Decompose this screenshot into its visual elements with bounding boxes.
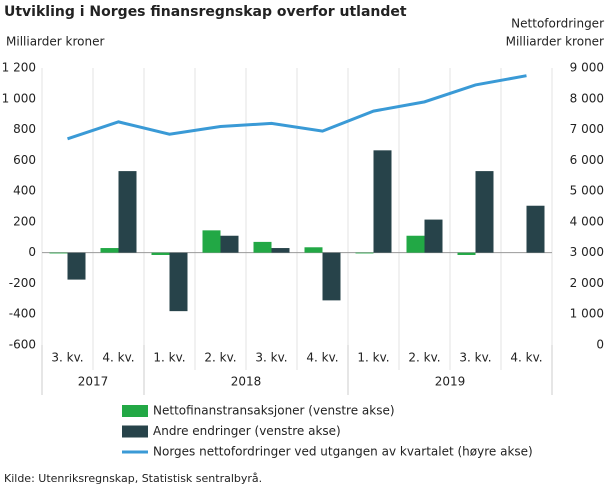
- x-tick-label: 2. kv.: [408, 351, 440, 365]
- x-tick-label: 1. kv.: [153, 351, 185, 365]
- x-tick-label: 1. kv.: [357, 351, 389, 365]
- source: Kilde: Utenriksregnskap, Statistisk sent…: [4, 472, 262, 485]
- bar: [202, 230, 221, 253]
- legend-label: Norges nettofordringer ved utgangen av k…: [153, 445, 533, 459]
- legend-swatch: [122, 425, 148, 438]
- y-tick-label: 0: [28, 245, 36, 259]
- y2-tick-label: 7 000: [570, 122, 604, 136]
- y-tick-label: -600: [9, 338, 36, 352]
- bar: [220, 235, 239, 253]
- group-label: 2017: [78, 375, 109, 389]
- bar: [406, 235, 425, 253]
- bar: [322, 252, 341, 301]
- group-label: 2019: [435, 375, 466, 389]
- y-tick-label: -200: [9, 276, 36, 290]
- bar: [373, 150, 392, 253]
- y-tick-label: 1 200: [2, 61, 36, 75]
- bar: [475, 171, 494, 253]
- x-tick-label: 2. kv.: [204, 351, 236, 365]
- bar: [253, 241, 272, 253]
- bar: [169, 252, 188, 312]
- y2-tick-label: 6 000: [570, 153, 604, 167]
- x-tick-label: 3. kv.: [459, 351, 491, 365]
- bar: [424, 219, 443, 253]
- x-tick-label: 4. kv.: [102, 351, 134, 365]
- y-tick-label: 600: [13, 153, 36, 167]
- bar: [457, 252, 476, 255]
- y2-tick-label: 4 000: [570, 214, 604, 228]
- bar: [100, 248, 119, 253]
- x-tick-label: 4. kv.: [510, 351, 542, 365]
- x-tick-label: 4. kv.: [306, 351, 338, 365]
- legend-label: Andre endringer (venstre akse): [153, 424, 341, 438]
- bar: [271, 248, 290, 253]
- y2-tick-label: 9 000: [570, 61, 604, 75]
- y-tick-label: 1 000: [2, 91, 36, 105]
- y2-tick-label: 5 000: [570, 184, 604, 198]
- bar: [67, 252, 86, 280]
- y2-tick-label: 1 000: [570, 307, 604, 321]
- bar: [151, 252, 170, 255]
- bar: [304, 247, 323, 253]
- y2-tick-label: 2 000: [570, 276, 604, 290]
- y2-tick-label: 8 000: [570, 91, 604, 105]
- line: [67, 74, 527, 141]
- y2-tick-label: 3 000: [570, 245, 604, 259]
- group-label: 2018: [231, 375, 262, 389]
- bar: [118, 171, 137, 253]
- y-tick-label: 200: [13, 214, 36, 228]
- y-tick-label: -400: [9, 307, 36, 321]
- y-tick-label: 400: [13, 184, 36, 198]
- bar: [49, 252, 68, 254]
- y-tick-label: 800: [13, 122, 36, 136]
- x-tick-label: 3. kv.: [51, 351, 83, 365]
- legend-swatch: [122, 405, 148, 417]
- y-axis-title: Milliarder kroner: [6, 35, 104, 49]
- x-tick-label: 3. kv.: [255, 351, 287, 365]
- legend-label: Nettofinanstransaksjoner (venstre akse): [153, 404, 395, 418]
- y2-axis-title: Milliarder kroner: [506, 35, 604, 49]
- y2-tick-label: 0: [596, 338, 604, 352]
- bar: [355, 252, 374, 254]
- y2-axis-title: Nettofordringer: [511, 17, 604, 31]
- chart-title: Utvikling i Norges finansregnskap overfo…: [4, 4, 407, 20]
- bar: [526, 205, 545, 253]
